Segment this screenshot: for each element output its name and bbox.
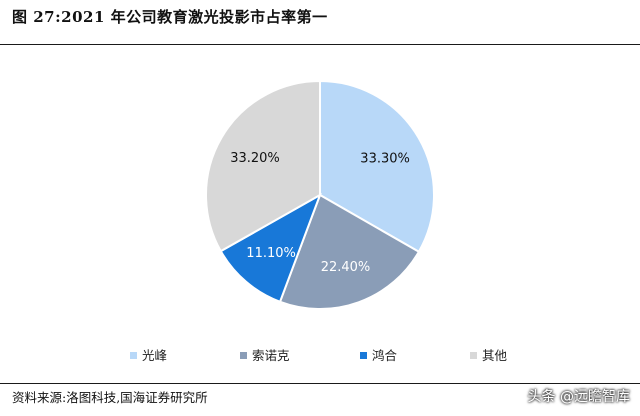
slice-value-label-1: 33.30% xyxy=(360,151,410,166)
title-rule xyxy=(0,44,640,45)
slice-value-label-4: 33.20% xyxy=(230,151,280,166)
legend-label-2: 索诺克 xyxy=(252,348,290,363)
legend-label-4: 其他 xyxy=(482,348,508,363)
slice-value-label-3: 11.10% xyxy=(246,246,296,261)
legend-label-3: 鸿合 xyxy=(372,348,398,363)
pie-slice-3 xyxy=(219,192,322,304)
footer-rule xyxy=(0,383,640,384)
legend-swatch-4 xyxy=(470,352,477,359)
pie-slice-4 xyxy=(205,79,321,253)
pie-slice-2 xyxy=(278,193,421,310)
legend-swatch-2 xyxy=(240,352,247,359)
legend-swatch-3 xyxy=(360,352,367,359)
legend-label-1: 光峰 xyxy=(142,348,168,363)
slice-value-label-2: 22.40% xyxy=(321,260,371,275)
source-note: 资料来源:洛图科技,国海证券研究所 xyxy=(12,390,208,405)
pie-slice-1 xyxy=(319,79,435,254)
chart-title: 图 27:2021 年公司教育激光投影市占率第一 xyxy=(12,8,328,26)
legend-swatch-1 xyxy=(130,352,137,359)
watermark: 头条 @远瞻智库 xyxy=(527,389,630,405)
